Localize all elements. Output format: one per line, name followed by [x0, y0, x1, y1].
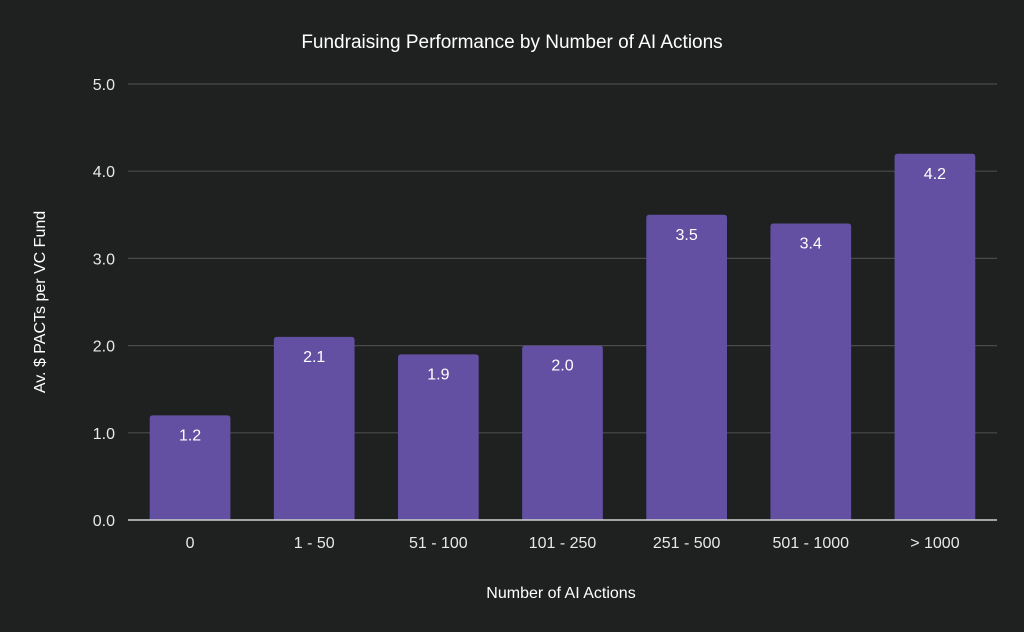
bar-data-label: 1.9 — [427, 366, 449, 383]
x-axis-label: Number of AI Actions — [486, 585, 635, 602]
bar — [646, 214, 727, 521]
x-tick-label: 101 - 250 — [529, 535, 597, 552]
bar — [522, 345, 603, 520]
bar-data-label: 2.0 — [551, 358, 573, 375]
bar-data-label: 3.5 — [676, 227, 698, 244]
x-tick-label: 501 - 1000 — [773, 535, 850, 552]
chart-title: Fundraising Performance by Number of AI … — [301, 32, 722, 53]
bar — [398, 354, 479, 520]
x-tick-label: 51 - 100 — [409, 535, 468, 552]
y-tick-label: 1.0 — [93, 426, 115, 443]
y-tick-label: 4.0 — [93, 164, 115, 181]
x-tick-label: > 1000 — [910, 535, 959, 552]
bar-data-label: 1.2 — [179, 427, 201, 444]
y-axis-label: Av. $ PACTs per VC Fund — [32, 211, 49, 393]
bar-data-label: 3.4 — [800, 236, 822, 253]
y-tick-label: 5.0 — [93, 77, 115, 94]
bar — [894, 153, 976, 520]
x-tick-label: 251 - 500 — [653, 535, 721, 552]
bar — [149, 415, 231, 520]
x-tick-label: 1 - 50 — [294, 535, 335, 552]
bar-data-label: 2.1 — [303, 349, 325, 366]
bar — [770, 223, 852, 520]
y-tick-label: 2.0 — [93, 339, 115, 356]
bar-data-label: 4.2 — [924, 166, 946, 183]
bar — [273, 336, 355, 520]
y-tick-label: 3.0 — [93, 251, 115, 268]
y-tick-label: 0.0 — [93, 513, 115, 530]
x-tick-label: 0 — [186, 535, 195, 552]
